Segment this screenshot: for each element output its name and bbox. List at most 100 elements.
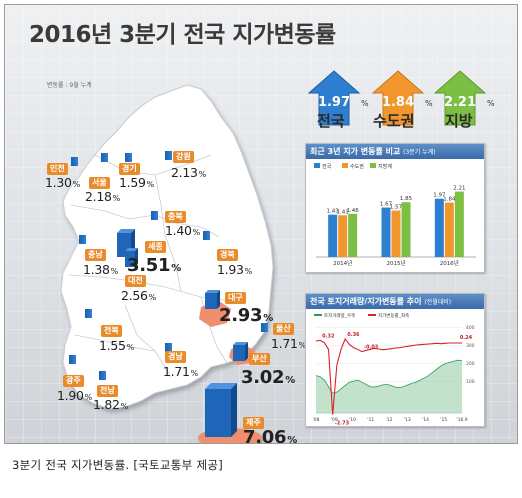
jeonbuk-bar-icon bbox=[85, 309, 92, 318]
region-label-sejong: 세종 bbox=[145, 241, 166, 253]
legend-label: 토지거래량_우축 bbox=[324, 312, 355, 319]
x-tick-label: '15 bbox=[440, 417, 447, 423]
bar-value-label: 2.21 bbox=[453, 186, 465, 192]
region-value-chungbuk: 1.40% bbox=[165, 223, 200, 238]
x-tick-label: '11 bbox=[367, 417, 374, 423]
region-label-chungbuk: 충북 bbox=[165, 211, 186, 223]
rate-annotation: 0.24 bbox=[460, 335, 473, 341]
bar bbox=[444, 202, 454, 257]
region-label-gyeongnam: 경남 bbox=[165, 351, 186, 363]
region-value-jeonnam: 1.82% bbox=[93, 397, 128, 412]
region-label-daejeon: 대전 bbox=[125, 275, 146, 287]
seoul-bar-icon bbox=[101, 153, 108, 162]
x-tick-label: 2015년 bbox=[386, 259, 405, 267]
rate-line bbox=[315, 337, 462, 415]
jeonnam-bar-icon bbox=[99, 371, 106, 380]
up-arrow-icon bbox=[371, 70, 425, 126]
infographic-frame: 2016년 3분기 전국 지가변동률 변동률 : 9월 누계 bbox=[4, 4, 518, 444]
bar-chart: 전국 수도권 지방계 1.431.411.46 2014년 1.671.57 1.85 201… bbox=[314, 163, 476, 267]
chungnam-bar-icon bbox=[79, 235, 86, 244]
summary-national-label: 전국 bbox=[317, 112, 345, 130]
bar-value-label: 1.41 bbox=[337, 209, 349, 215]
caption: 3분기 전국 지가변동률. [국토교통부 제공] bbox=[12, 458, 224, 472]
bar bbox=[381, 207, 391, 257]
legend-swatch bbox=[314, 163, 320, 168]
legend-swatch bbox=[342, 163, 348, 168]
bar-value-label: 1.97 bbox=[433, 193, 446, 199]
summary-provinces: 2.21 % bbox=[433, 69, 495, 127]
summary-capital-area-label: 수도권 bbox=[373, 112, 415, 130]
right-axis-tick: 300 bbox=[466, 343, 475, 349]
panel-title: 최근 3년 지가 변동률 비교 (3분기 누계) bbox=[306, 144, 484, 159]
region-value-incheon: 1.30% bbox=[45, 175, 80, 190]
bar bbox=[401, 202, 411, 257]
volume-line bbox=[315, 359, 463, 394]
chungbuk-bar-icon bbox=[151, 211, 158, 220]
region-label-ulsan: 울산 bbox=[273, 323, 294, 335]
summary-national: 1.97 % bbox=[307, 69, 369, 127]
daegu-bar bbox=[205, 290, 220, 309]
x-tick-label: '08 bbox=[313, 417, 320, 423]
bar-value-label: 1.84 bbox=[443, 197, 456, 203]
bar-value-label: 1.67 bbox=[380, 202, 393, 208]
bar bbox=[454, 191, 464, 257]
region-value-gwangju: 1.90% bbox=[57, 388, 92, 403]
region-label-jeonbuk: 전북 bbox=[101, 325, 122, 337]
region-label-chungnam: 충남 bbox=[85, 249, 106, 261]
region-value-jeonbuk: 1.55% bbox=[99, 338, 134, 353]
region-value-jeju: 7.06% bbox=[243, 427, 297, 444]
gangwon-bar-icon bbox=[165, 151, 172, 160]
region-value-gyeongnam: 1.71% bbox=[163, 364, 198, 379]
legend-swatch bbox=[370, 163, 376, 168]
rate-annotation: 0.36 bbox=[347, 332, 360, 338]
region-label-gyeongbuk: 경북 bbox=[217, 249, 238, 261]
gyeonggi-bar-icon bbox=[125, 153, 132, 162]
bar bbox=[338, 215, 348, 257]
region-label-seoul: 서울 bbox=[89, 177, 110, 189]
region-label-jeju: 제주 bbox=[243, 417, 264, 429]
three-year-comparison-panel: 최근 3년 지가 변동률 비교 (3분기 누계) 전국 수도권 지방계 1.43 1.4… bbox=[305, 143, 485, 273]
gyeongnam-bar-icon bbox=[165, 343, 172, 352]
bar-value-label: 1.85 bbox=[400, 196, 413, 202]
region-value-busan: 3.02% bbox=[241, 367, 295, 388]
region-label-daegu: 대구 bbox=[225, 292, 246, 304]
bar bbox=[328, 214, 338, 257]
x-tick-label: '14 bbox=[422, 417, 429, 423]
x-tick-label: 2016년 bbox=[440, 259, 459, 267]
bar-value-label: 1.43 bbox=[327, 209, 340, 215]
x-tick-label: '12 bbox=[386, 417, 393, 423]
incheon-bar-icon bbox=[71, 157, 78, 166]
region-label-busan: 부산 bbox=[249, 353, 270, 365]
region-value-sejong: 3.51% bbox=[127, 255, 181, 276]
region-label-gwangju: 광주 bbox=[63, 375, 84, 387]
region-value-gyeongbuk: 1.93% bbox=[217, 262, 252, 277]
gwangju-bar-icon bbox=[69, 355, 76, 364]
right-axis-tick: 400 bbox=[466, 325, 475, 331]
region-value-chungnam: 1.38% bbox=[83, 262, 118, 277]
ulsan-bar-icon bbox=[261, 323, 268, 332]
bar-value-label: 1.46 bbox=[347, 208, 360, 214]
up-arrow-icon bbox=[433, 70, 487, 126]
rate-annotation: -0.03 bbox=[364, 345, 379, 351]
jeju-bar bbox=[205, 383, 237, 437]
bar bbox=[348, 213, 358, 257]
region-label-gangwon: 강원 bbox=[173, 151, 194, 163]
trend-panel: 전국 토지거래량/지가변동률 추이 (전월대비) 토지거래량_우축 지가변동률_좌… bbox=[305, 293, 485, 427]
x-tick-label: '09 bbox=[331, 417, 338, 423]
x-tick-label: '16.9 bbox=[456, 417, 467, 423]
up-arrow-icon bbox=[307, 70, 361, 126]
legend-label: 전국 bbox=[322, 163, 332, 170]
bar-value-label: 1.57 bbox=[390, 205, 403, 211]
panel-title: 전국 토지거래량/지가변동률 추이 (전월대비) bbox=[306, 294, 484, 309]
region-value-ulsan: 1.71% bbox=[271, 336, 306, 351]
region-value-daegu: 2.93% bbox=[219, 305, 273, 326]
legend-label: 지가변동률_좌축 bbox=[378, 312, 409, 319]
legend-label: 수도권 bbox=[350, 163, 364, 170]
summary-capital-area: 1.84 % bbox=[371, 69, 433, 127]
summary-provinces-label: 지방 bbox=[445, 112, 473, 130]
region-label-incheon: 인천 bbox=[47, 163, 68, 175]
region-value-gangwon: 2.13% bbox=[171, 165, 206, 180]
unit-note: 변동률 : 9월 누계 bbox=[47, 82, 92, 89]
rate-annotation: 0.32 bbox=[322, 333, 335, 339]
right-axis-tick: 200 bbox=[466, 361, 475, 367]
